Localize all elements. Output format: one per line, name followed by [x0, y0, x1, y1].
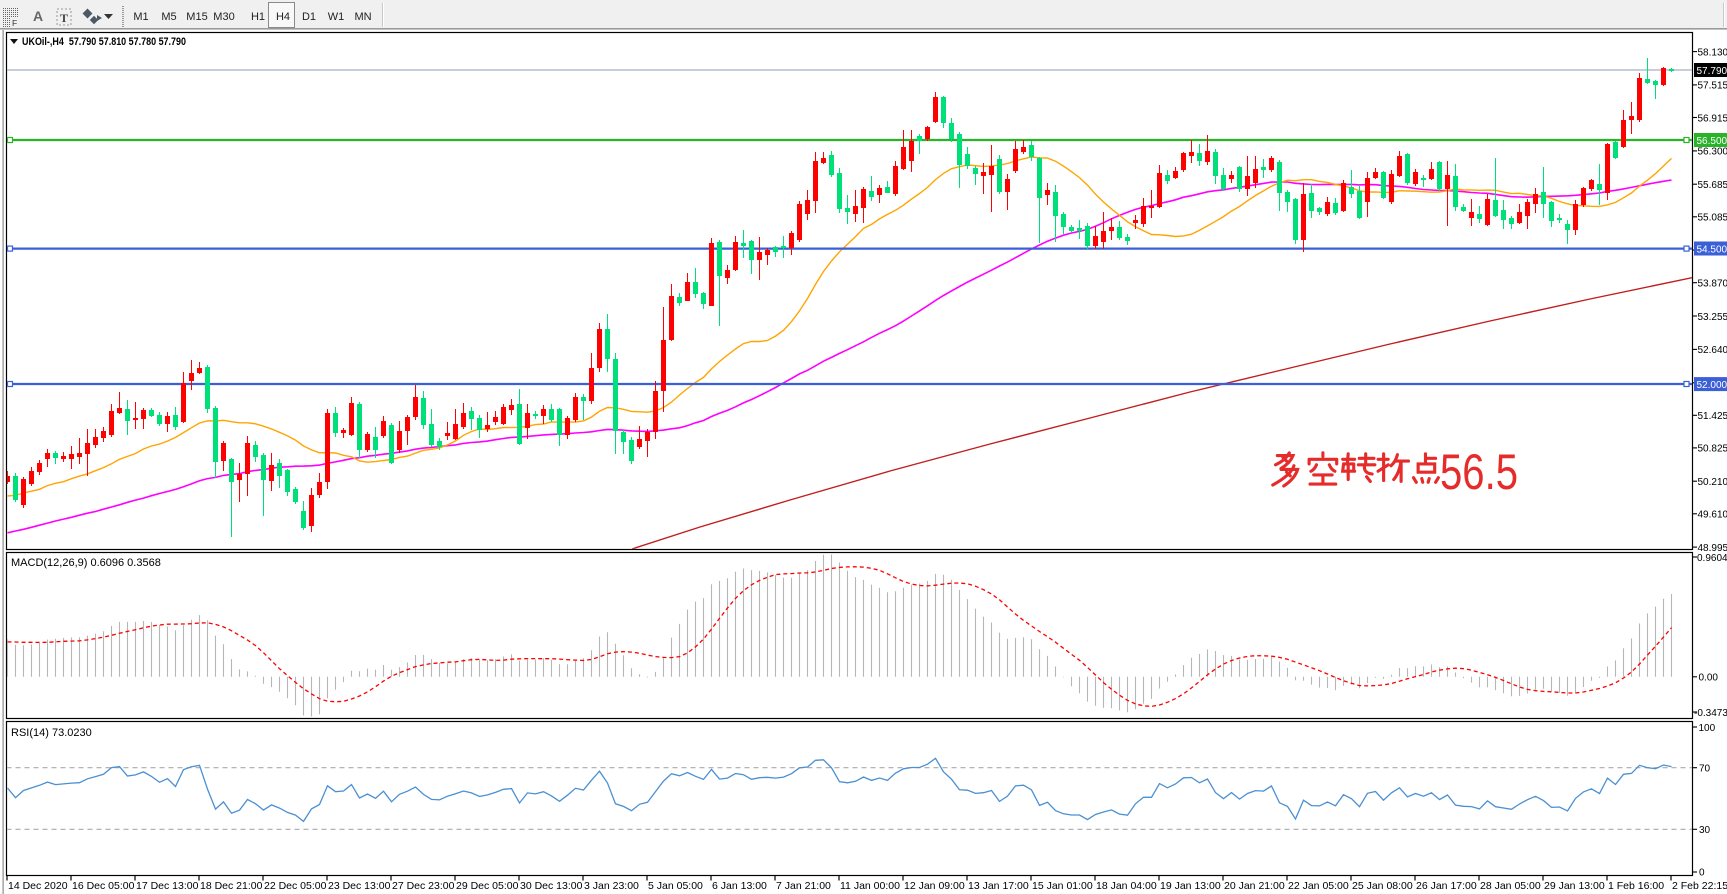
svg-text:53.870: 53.870: [1698, 279, 1727, 290]
svg-text:0: 0: [1699, 868, 1705, 879]
svg-text:H4: H4: [276, 11, 290, 23]
svg-text:19 Jan 13:00: 19 Jan 13:00: [1160, 880, 1221, 892]
svg-text:6 Jan 13:00: 6 Jan 13:00: [712, 880, 767, 892]
svg-text:26 Jan 17:00: 26 Jan 17:00: [1416, 880, 1477, 892]
svg-text:53.255: 53.255: [1698, 312, 1727, 323]
svg-text:18 Dec 21:00: 18 Dec 21:00: [200, 880, 263, 892]
svg-text:70: 70: [1699, 764, 1711, 775]
svg-text:56.500: 56.500: [1697, 136, 1727, 147]
svg-text:30: 30: [1699, 825, 1711, 836]
svg-text:23 Dec 13:00: 23 Dec 13:00: [328, 880, 391, 892]
svg-text:12 Jan 09:00: 12 Jan 09:00: [904, 880, 965, 892]
svg-text:100: 100: [1699, 723, 1716, 734]
svg-text:56.5: 56.5: [1440, 444, 1518, 500]
svg-text:RSI(14) 73.0230: RSI(14) 73.0230: [11, 727, 92, 739]
svg-text:16 Dec 05:00: 16 Dec 05:00: [72, 880, 135, 892]
svg-text:15 Jan 01:00: 15 Jan 01:00: [1032, 880, 1093, 892]
svg-text:20 Jan 21:00: 20 Jan 21:00: [1224, 880, 1285, 892]
svg-text:50.210: 50.210: [1698, 477, 1727, 488]
svg-text:57.790: 57.790: [1697, 66, 1727, 77]
svg-text:D1: D1: [302, 11, 316, 23]
svg-text:0.00: 0.00: [1699, 673, 1719, 684]
svg-text:M1: M1: [133, 11, 148, 23]
svg-text:1 Feb 16:00: 1 Feb 16:00: [1608, 880, 1664, 892]
svg-text:49.610: 49.610: [1698, 510, 1727, 521]
svg-text:22 Dec 05:00: 22 Dec 05:00: [264, 880, 327, 892]
svg-text:56.915: 56.915: [1698, 113, 1727, 124]
svg-text:52.640: 52.640: [1698, 345, 1727, 356]
svg-text:29 Jan 13:00: 29 Jan 13:00: [1544, 880, 1605, 892]
svg-text:W1: W1: [328, 11, 345, 23]
svg-text:28 Jan 05:00: 28 Jan 05:00: [1480, 880, 1541, 892]
svg-text:MACD(12,26,9) 0.6096 0.3568: MACD(12,26,9) 0.6096 0.3568: [11, 557, 161, 569]
svg-text:55.085: 55.085: [1698, 213, 1727, 224]
svg-text:51.425: 51.425: [1698, 411, 1727, 422]
svg-text:0.9604: 0.9604: [1697, 553, 1727, 564]
svg-text:T: T: [60, 11, 68, 25]
svg-text:50.825: 50.825: [1698, 444, 1727, 455]
svg-text:18 Jan 04:00: 18 Jan 04:00: [1096, 880, 1157, 892]
svg-text:A: A: [33, 8, 43, 24]
svg-text:M15: M15: [186, 11, 207, 23]
svg-text:58.130: 58.130: [1698, 47, 1727, 58]
svg-text:11 Jan 00:00: 11 Jan 00:00: [840, 880, 900, 892]
svg-text:17 Dec 13:00: 17 Dec 13:00: [136, 880, 199, 892]
svg-text:55.685: 55.685: [1698, 180, 1727, 191]
svg-text:5 Jan 05:00: 5 Jan 05:00: [648, 880, 703, 892]
svg-text:14 Dec 2020: 14 Dec 2020: [8, 880, 68, 892]
svg-text:52.000: 52.000: [1697, 380, 1727, 391]
svg-text:M30: M30: [213, 11, 234, 23]
svg-text:F: F: [12, 18, 17, 28]
svg-text:H1: H1: [251, 11, 265, 23]
svg-text:54.500: 54.500: [1697, 244, 1727, 255]
svg-text:48.995: 48.995: [1698, 543, 1727, 554]
svg-text:27 Dec 23:00: 27 Dec 23:00: [392, 880, 455, 892]
svg-text:7 Jan 21:00: 7 Jan 21:00: [776, 880, 831, 892]
svg-text:25 Jan 08:00: 25 Jan 08:00: [1352, 880, 1413, 892]
svg-text:MN: MN: [354, 11, 371, 23]
svg-text:2 Feb 22:15: 2 Feb 22:15: [1672, 880, 1727, 892]
svg-text:-0.3473: -0.3473: [1694, 708, 1727, 719]
svg-text:29 Dec 05:00: 29 Dec 05:00: [456, 880, 519, 892]
svg-text:56.300: 56.300: [1698, 147, 1727, 158]
svg-text:UKOil-,H4 57.790 57.810 57.78: UKOil-,H4 57.790 57.810 57.780 57.790: [22, 36, 186, 48]
svg-text:M5: M5: [161, 11, 176, 23]
svg-text:30 Dec 13:00: 30 Dec 13:00: [520, 880, 583, 892]
svg-text:57.515: 57.515: [1698, 81, 1727, 92]
svg-text:22 Jan 05:00: 22 Jan 05:00: [1288, 880, 1349, 892]
svg-text:13 Jan 17:00: 13 Jan 17:00: [968, 880, 1029, 892]
svg-text:3 Jan 23:00: 3 Jan 23:00: [584, 880, 639, 892]
